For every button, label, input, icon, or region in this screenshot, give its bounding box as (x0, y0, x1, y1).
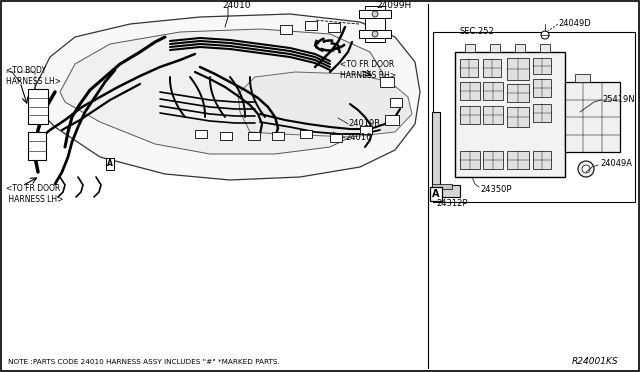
Bar (460, 151, 480, 169)
Bar (220, 132, 232, 140)
Bar (507, 58, 529, 80)
Text: 24016: 24016 (345, 134, 371, 142)
Bar (330, 134, 342, 142)
Bar (490, 44, 500, 52)
Bar (328, 23, 340, 32)
Bar (432, 184, 452, 189)
Text: 24099H: 24099H (376, 0, 412, 10)
Bar (483, 106, 503, 124)
Bar (540, 44, 550, 52)
Bar (460, 82, 480, 100)
Text: NOTE :PARTS CODE 24010 HARNESS ASSY INCLUDES "#" *MARKED PARTS.: NOTE :PARTS CODE 24010 HARNESS ASSY INCL… (8, 359, 280, 365)
Bar (483, 151, 503, 169)
Text: R24001KS: R24001KS (572, 357, 619, 366)
Polygon shape (32, 14, 420, 180)
Bar (533, 104, 551, 122)
Bar (360, 126, 372, 134)
Text: 24010: 24010 (222, 0, 250, 10)
Bar (28, 89, 48, 124)
Bar (455, 52, 565, 177)
Bar (483, 59, 501, 77)
Bar (305, 21, 317, 30)
Text: A: A (107, 160, 113, 169)
Text: <TO FR DOOR
HARNESS RH>: <TO FR DOOR HARNESS RH> (340, 60, 396, 80)
Bar (432, 112, 440, 187)
Bar (385, 115, 399, 125)
Bar (380, 77, 394, 87)
Circle shape (578, 161, 594, 177)
Bar (575, 74, 590, 82)
Bar (507, 107, 529, 127)
Polygon shape (60, 29, 385, 154)
Bar (533, 151, 551, 169)
Bar (565, 82, 620, 152)
Circle shape (582, 165, 590, 173)
Bar (507, 151, 529, 169)
Bar (195, 130, 207, 138)
Bar (460, 59, 478, 77)
Text: 24350P: 24350P (480, 186, 511, 195)
Circle shape (541, 31, 549, 39)
Bar (272, 132, 284, 140)
Text: 24312P: 24312P (436, 199, 467, 208)
Bar (533, 58, 551, 74)
Bar (248, 132, 260, 140)
Polygon shape (238, 72, 412, 137)
Bar (365, 6, 385, 42)
Bar (533, 79, 551, 97)
Text: 24019R: 24019R (348, 119, 380, 128)
Text: <TO BODY
HARNESS LH>: <TO BODY HARNESS LH> (6, 65, 61, 86)
Circle shape (372, 11, 378, 17)
Bar (483, 82, 503, 100)
Bar (432, 185, 460, 197)
Text: SEC.252: SEC.252 (460, 28, 495, 36)
Text: 24049A: 24049A (600, 160, 632, 169)
Bar (280, 25, 292, 34)
Bar (465, 44, 475, 52)
Bar (359, 30, 391, 38)
Bar (390, 98, 402, 107)
Text: A: A (432, 189, 440, 199)
Text: 24049D: 24049D (558, 19, 591, 29)
Bar (460, 106, 480, 124)
Bar (433, 32, 635, 202)
Bar (515, 44, 525, 52)
Text: <TO FR DOOR
 HARNESS LH>: <TO FR DOOR HARNESS LH> (6, 184, 63, 204)
Bar (300, 130, 312, 138)
Bar (28, 132, 46, 160)
Circle shape (372, 31, 378, 37)
Bar (359, 10, 391, 18)
Bar (507, 84, 529, 102)
Text: 25419N: 25419N (602, 96, 635, 105)
